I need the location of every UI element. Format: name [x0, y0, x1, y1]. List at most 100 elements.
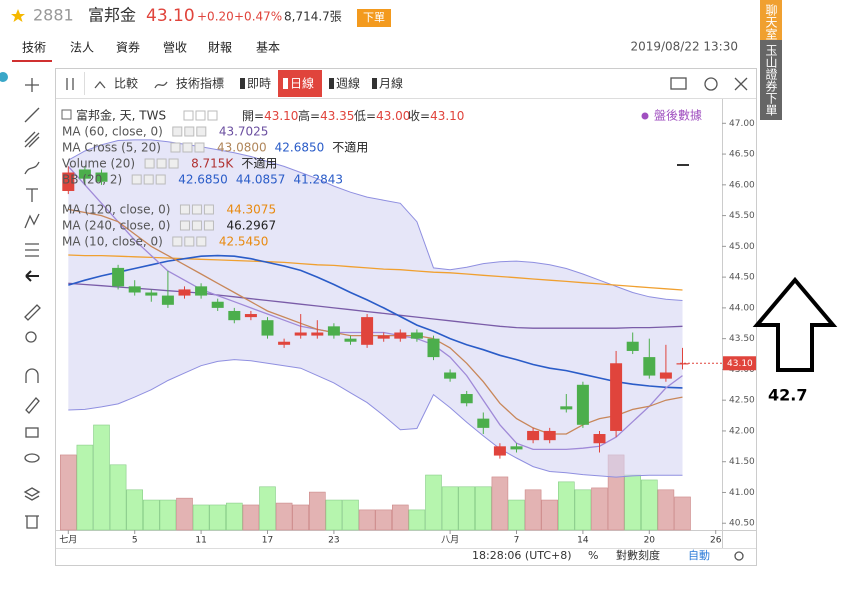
y-tick-label: 45.00: [729, 242, 755, 252]
indicator-value: 8.715K: [191, 157, 234, 171]
indicator-dot: [0, 72, 8, 82]
volume-bar: [441, 486, 459, 531]
settings-button[interactable]: [704, 77, 718, 91]
tab[interactable]: 財報: [208, 40, 232, 55]
indicator-value: 42.6850: [178, 173, 228, 187]
indicator-icon: [156, 158, 167, 169]
candle-body: [161, 295, 174, 305]
volume-bar: [308, 491, 326, 531]
volume-bar: [192, 504, 210, 531]
candle-type-button[interactable]: [66, 78, 74, 90]
candle-body: [294, 332, 307, 336]
back-tool[interactable]: [25, 270, 39, 282]
compare-button[interactable]: 比較: [114, 76, 138, 91]
ma-line: [67, 165, 683, 451]
percent-toggle[interactable]: %: [588, 549, 598, 562]
weekly-button[interactable]: 週線: [336, 76, 360, 91]
indicator-icon[interactable]: [154, 81, 168, 89]
order-tab[interactable]: [760, 40, 782, 120]
pattern-tool[interactable]: [24, 213, 40, 229]
compare-icon[interactable]: [94, 80, 106, 89]
minimize-legend[interactable]: [677, 164, 689, 166]
after-hours-badge: 盤後數據: [654, 109, 702, 123]
candle-body: [244, 314, 257, 318]
tab[interactable]: 基本: [256, 41, 280, 55]
indicator-label: MA (10, close, 0): [62, 235, 163, 249]
chat-tab-label[interactable]: 聊天室: [764, 4, 778, 40]
zoom-tool[interactable]: [25, 331, 37, 343]
candle-body: [576, 384, 589, 425]
realtime-icon: [240, 78, 245, 89]
magnet-tool[interactable]: [25, 368, 39, 383]
candle-body: [460, 394, 473, 404]
tab[interactable]: 資券: [116, 40, 140, 55]
candle-body: [62, 172, 75, 191]
tab[interactable]: 技術: [22, 41, 46, 55]
chat-tab[interactable]: [760, 0, 782, 40]
candle-body: [493, 446, 506, 456]
fullscreen-button[interactable]: [734, 77, 748, 91]
band-lower: [68, 359, 683, 478]
x-tick-label: 八月: [441, 535, 459, 546]
indicator-icon: [144, 158, 155, 169]
order-button[interactable]: [357, 9, 391, 27]
trash-tool[interactable]: [25, 515, 39, 529]
order-tab-label[interactable]: 玉山證券下單: [764, 44, 778, 116]
indicator-icon: [168, 158, 179, 169]
indicator-value: 不適用: [241, 156, 277, 171]
draw-mode-tool[interactable]: [25, 397, 40, 414]
text-tool[interactable]: [26, 188, 38, 202]
candle-body: [228, 310, 241, 321]
pitchfork-tool[interactable]: [24, 131, 40, 148]
indicator-label: BB (20, 2): [62, 173, 122, 187]
log-toggle[interactable]: 對數刻度: [616, 548, 660, 562]
axis-settings[interactable]: [734, 551, 744, 561]
lock-tool[interactable]: [25, 427, 39, 438]
candle-body: [78, 169, 91, 179]
candle-body: [278, 341, 291, 345]
daily-button[interactable]: 日線: [290, 76, 314, 91]
candle-body: [427, 338, 440, 358]
brush-tool[interactable]: [24, 161, 40, 175]
ohlc-value: 43.10: [430, 109, 464, 123]
ohlc: 開=43.10 高=43.35 低=43.00收=43.10: [183, 108, 464, 123]
candle-body: [195, 286, 208, 296]
indicator-value: 44.3075: [226, 203, 276, 217]
candle-body: [543, 430, 556, 441]
volume-bar: [557, 481, 575, 531]
realtime-button[interactable]: 即時: [247, 77, 271, 91]
visibility-tool[interactable]: [24, 453, 40, 463]
tab[interactable]: 營收: [163, 41, 187, 55]
snapshot-button[interactable]: [670, 77, 687, 90]
tabs: 技術 法人 資券 營收 財報 基本: [22, 40, 280, 55]
volume-bar: [458, 486, 476, 531]
collapse-legend[interactable]: [61, 109, 72, 120]
drawing-tools: [23, 78, 41, 529]
x-tick-label: 7: [514, 536, 520, 546]
ohlc-label: 高=: [298, 108, 320, 123]
fib-tool[interactable]: [25, 243, 39, 257]
axis-layer: 47.00 46.50 46.00 45.50 45.00 44.50 44.00 43.50…: [59, 119, 756, 546]
indicator-icon: [184, 236, 195, 247]
candle-body: [344, 338, 357, 342]
x-tick-label: 七月: [59, 535, 77, 546]
ruler-tool[interactable]: [24, 304, 41, 321]
tab[interactable]: 法人: [70, 41, 94, 55]
x-tick-label: 14: [577, 536, 589, 546]
favorite-star[interactable]: [11, 9, 25, 22]
badge-dot: [641, 112, 649, 120]
volume-bar: [242, 504, 260, 531]
indicator-button[interactable]: 技術指標: [176, 76, 224, 91]
indicator-icon: [179, 204, 190, 215]
volume-bar: [624, 474, 642, 531]
candle-body: [560, 406, 573, 410]
crosshair-tool[interactable]: [25, 78, 39, 92]
line-tool[interactable]: [24, 107, 40, 123]
layers-tool[interactable]: [23, 487, 41, 501]
monthly-button[interactable]: 月線: [379, 76, 403, 91]
indicator-label: MA (120, close, 0): [62, 203, 170, 217]
auto-toggle[interactable]: 自動: [688, 548, 710, 562]
order-button-label[interactable]: 下單: [363, 11, 385, 24]
change: +0.20: [197, 10, 234, 24]
volume-bar: [541, 499, 559, 531]
